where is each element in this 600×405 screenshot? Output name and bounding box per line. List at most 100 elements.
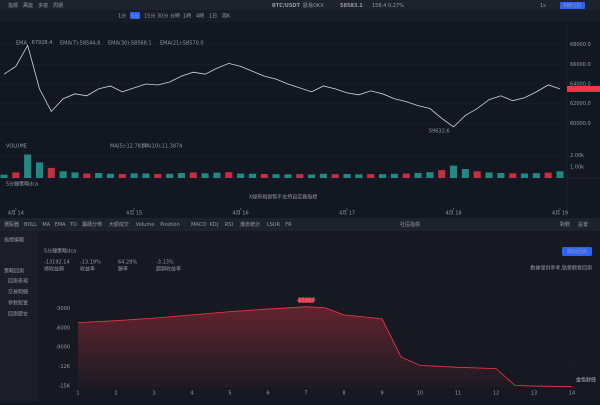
equity-x-label: 4 xyxy=(190,391,193,397)
price-line xyxy=(3,44,561,128)
equity-x-label: 11 xyxy=(455,391,461,397)
volume-bar xyxy=(106,173,115,178)
volume-bar xyxy=(189,172,197,178)
run-button[interactable] xyxy=(562,247,592,256)
run-label[interactable]: 開始回測 xyxy=(567,248,587,255)
indicator-button[interactable]: EMA xyxy=(55,222,66,228)
sidebar-group[interactable]: 指標編輯 xyxy=(4,237,24,244)
time-tick-label: 4月 14 xyxy=(8,211,24,217)
top-right[interactable]: 1s xyxy=(540,3,546,9)
menu-item[interactable]: 周期 xyxy=(53,3,63,9)
menu-item[interactable]: 多窗 xyxy=(38,2,48,9)
analysis-button[interactable] xyxy=(560,2,585,9)
time-tick-label: 4月 18 xyxy=(445,211,461,217)
stat-value: 64.29% xyxy=(118,260,137,266)
volume-bar xyxy=(485,172,493,178)
volume-bar xyxy=(355,174,363,178)
price-tick-label: 64000.0 xyxy=(570,82,591,88)
equity-x-label: 12 xyxy=(493,391,499,397)
change-pct: 0.27% xyxy=(388,3,404,9)
backtest-title: 5分鐘策略dca xyxy=(44,248,76,255)
volume-bar xyxy=(213,172,221,178)
interval[interactable]: 5分 xyxy=(131,13,139,20)
volume-bar xyxy=(308,174,316,178)
sidebar-item[interactable]: 參數配置 xyxy=(8,300,28,307)
equity-y-label: -6000 xyxy=(55,325,70,331)
volume-bar xyxy=(177,172,185,178)
interval[interactable]: 4時 xyxy=(196,14,204,20)
indicator-button[interactable]: 籌碼分佈 xyxy=(82,221,102,228)
ema-label: EMA(30):58568.1 xyxy=(108,41,152,47)
time-tick-label: 4月 16 xyxy=(233,211,249,217)
interval[interactable]: 30分 xyxy=(157,13,168,20)
indicator-button[interactable]: LSUR xyxy=(267,222,281,228)
volume-bar xyxy=(35,162,44,178)
volume-bar xyxy=(414,172,422,178)
volume-bar xyxy=(142,173,150,178)
indicator-button[interactable]: 爆倉統計 xyxy=(240,221,260,228)
indicator-button[interactable]: BOLL xyxy=(24,222,37,228)
indicator-button[interactable]: RSI xyxy=(225,222,233,228)
interval[interactable]: 分時 xyxy=(170,13,180,20)
indicator-button[interactable]: MACD xyxy=(191,222,206,228)
price-tick-label: 66000.0 xyxy=(570,62,591,68)
equity-x-label: 13 xyxy=(531,391,537,397)
menu-item[interactable]: 萬能 xyxy=(23,2,33,9)
top-bar xyxy=(0,0,600,10)
equity-x-label: 10 xyxy=(417,391,423,397)
indicator-button[interactable]: FR xyxy=(285,222,292,228)
sidebar xyxy=(0,231,38,401)
menu-item[interactable]: 指標 xyxy=(8,2,18,9)
equity-x-label: 7 xyxy=(304,391,307,397)
volume-bar xyxy=(201,173,209,178)
volume-bar xyxy=(118,174,126,178)
equity-y-label: -9000 xyxy=(55,345,70,351)
indicator-button[interactable]: Position xyxy=(160,222,179,228)
equity-x-label: 14 xyxy=(569,391,575,397)
time-tick-label: 4月 19 xyxy=(552,211,568,217)
price-annotation: 67928.4 xyxy=(32,40,53,46)
sidebar-item[interactable]: 回測表現 xyxy=(8,278,28,285)
volume-bar xyxy=(284,174,292,178)
volume-bar xyxy=(95,172,103,178)
volume-bar xyxy=(343,173,351,178)
option[interactable]: 設置 xyxy=(578,221,588,228)
volume-bar xyxy=(438,170,446,178)
volume-label: MA(10):11.3874 xyxy=(142,144,182,150)
sidebar-group[interactable]: 策略回測 xyxy=(4,268,24,275)
interval[interactable]: 1分 xyxy=(118,13,126,20)
equity-y-label: -12K xyxy=(59,364,71,370)
volume-bar xyxy=(166,173,174,178)
interval[interactable]: 1日 xyxy=(209,14,217,20)
interval[interactable]: 15分 xyxy=(144,13,155,20)
interval[interactable]: 1時 xyxy=(183,14,191,20)
volume-bar xyxy=(154,173,162,178)
volume-bar xyxy=(461,169,469,178)
option[interactable]: 對數 xyxy=(560,221,570,228)
volume-bar xyxy=(260,173,268,178)
indicator-button[interactable]: MA xyxy=(42,222,50,228)
indicator-button[interactable]: KDJ xyxy=(210,222,219,228)
time-tick-label: 4月 17 xyxy=(339,211,355,217)
volume-bar xyxy=(544,172,552,178)
indicator-button[interactable]: 選股器 xyxy=(4,221,19,228)
volume-bar xyxy=(59,171,67,178)
volume-bar xyxy=(390,173,398,178)
stat-value: -13.19% xyxy=(80,260,101,266)
indicator-button[interactable]: 大額成交 xyxy=(109,221,129,228)
equity-x-label: 6 xyxy=(266,391,269,397)
interval[interactable]: 周K xyxy=(222,14,231,20)
indicator-button[interactable]: 社區指標 xyxy=(400,221,420,228)
volume-tick-label: 2.00k xyxy=(570,153,584,159)
custom-name: 5分鐘策略dca xyxy=(6,181,38,188)
indicator-button[interactable]: Volume xyxy=(136,222,155,228)
sidebar-item[interactable]: 回測歷史 xyxy=(8,311,28,318)
pair: BTC/USDT xyxy=(272,3,301,9)
volume-bar xyxy=(379,174,387,178)
indicator-button[interactable]: TD xyxy=(69,222,77,228)
volume-bar xyxy=(272,174,280,178)
analysis-label[interactable]: K線分析 xyxy=(563,2,581,9)
equity-x-label: 2 xyxy=(114,391,117,397)
peak-label: -2735.8 xyxy=(296,298,315,304)
sidebar-item[interactable]: 交易明細 xyxy=(8,289,28,296)
